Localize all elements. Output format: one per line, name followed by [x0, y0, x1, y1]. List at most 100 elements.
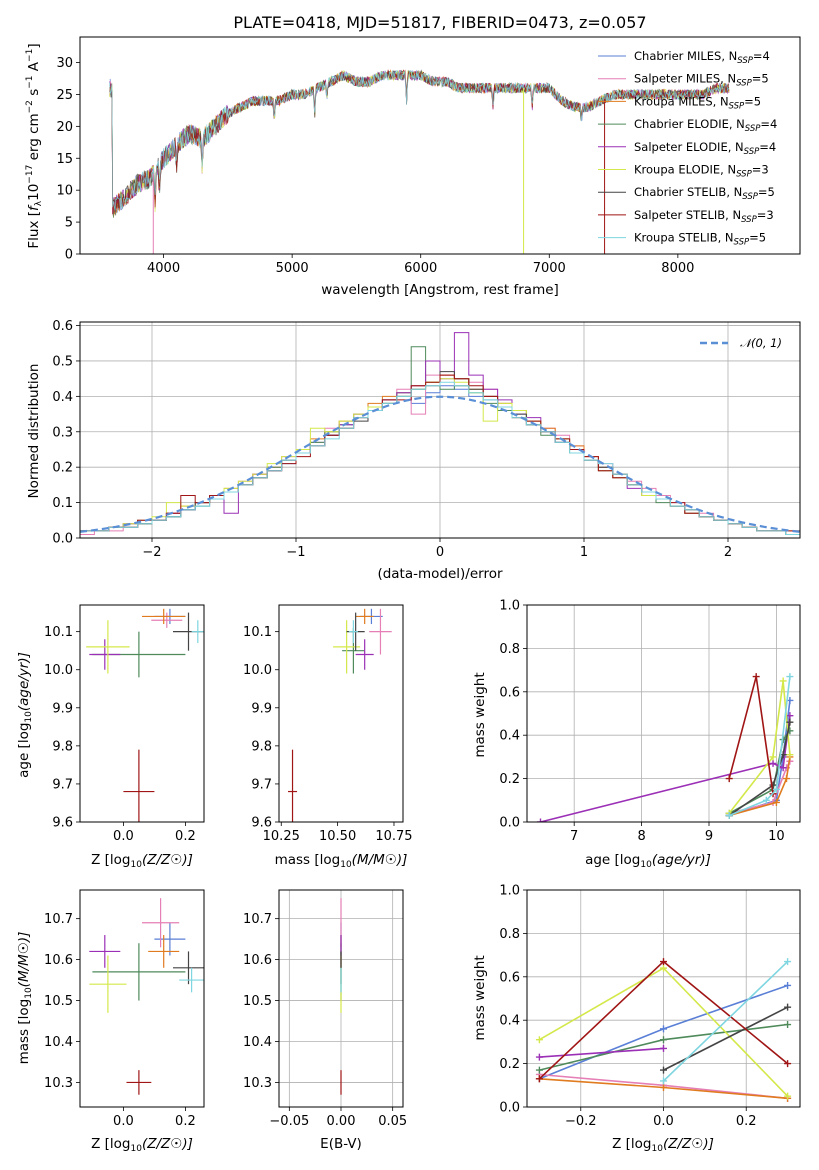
p2-y-tick-label: 0.5 [52, 354, 73, 369]
p5-series-point [783, 775, 791, 783]
p5-y-tick-label: 0.0 [499, 816, 520, 831]
spectrum-legend-label: Chabrier ELODIE, NSSP=4 [634, 117, 777, 134]
p5-series-point [769, 759, 777, 767]
p1-y-tick-label: 0 [65, 248, 73, 263]
p5-y-tick-label: 0.4 [499, 729, 520, 744]
p8-series-point [660, 1025, 667, 1033]
p5-series-point [772, 798, 780, 806]
p2-x-tick-label: 0 [436, 545, 444, 560]
p5-x-tick-label: 8 [637, 829, 645, 844]
p8-series-point [784, 1003, 792, 1011]
mass-age-panel: 10.25 10.50 10.75 9.6 9.7 9.8 9.9 10.0 10.1 mass… [243, 604, 413, 870]
p8-series-point [784, 1092, 792, 1100]
p6-y-tick-label: 10.4 [44, 1035, 73, 1050]
p7-x-tick-label: 0.00 [327, 1114, 356, 1129]
p8-series-point [660, 964, 667, 972]
p5-x-tick-label: 10 [768, 829, 785, 844]
p5-y-tick-label: 0.6 [499, 685, 520, 700]
p6-x-tick-label: 0.0 [113, 1114, 134, 1129]
spectrum-legend-label: Kroupa MILES, NSSP=5 [634, 94, 761, 111]
p4-errorbars [288, 608, 392, 822]
ebv-mass-panel: −0.05 0.00 0.05 10.3 10.4 10.5 10.6 10.7 E(B-V) [243, 889, 407, 1152]
p4-x-tick-label: 10.25 [263, 829, 300, 844]
p4-x-tick-label: 10.75 [375, 829, 412, 844]
p5-series-point [779, 677, 787, 685]
p7-y-tick-label: 10.6 [243, 953, 272, 968]
age-weight-panel: 7 8 9 10 0.0 0.2 0.4 0.6 0.8 1.0 age [log10(age/y… [472, 599, 801, 870]
p5-series-point [779, 764, 787, 772]
p3-y-tick-label: 10.0 [44, 663, 73, 678]
p3-x-tick-label: 0.2 [175, 829, 196, 844]
p8-series-point [535, 1075, 543, 1083]
p5-series-point [769, 753, 777, 761]
p1-y-tick-label: 25 [56, 88, 73, 103]
z-age-x-label: Z [log10(Z/Z☉)] [91, 852, 193, 870]
spectrum-legend-label: Chabrier MILES, NSSP=4 [634, 49, 770, 66]
p2-x-tick-label: −1 [286, 545, 305, 560]
residual-panel: −2 −1 0 1 2 0.0 0.1 0.2 0.3 0.4 0.5 0.6 𝒩(0, 1) (da… [26, 319, 801, 582]
z-mass-x-label: Z [log10(Z/Z☉)] [91, 1136, 193, 1154]
residual-legend: 𝒩(0, 1) [700, 336, 782, 350]
p1-x-tick-label: 4000 [147, 261, 180, 276]
p8-y-tick-label: 0.0 [499, 1101, 520, 1116]
p8-series-line [539, 1047, 664, 1058]
p4-x-tick-label: 10.50 [319, 829, 356, 844]
histogram-series-step [80, 374, 800, 538]
histogram-steps [80, 332, 800, 538]
p8-series-point [535, 1053, 543, 1061]
p2-y-tick-label: 0.0 [52, 532, 73, 547]
p3-y-tick-label: 10.1 [44, 625, 73, 640]
p6-y-tick-label: 10.5 [44, 994, 73, 1009]
spectrum-legend-label: Kroupa ELODIE, NSSP=3 [634, 163, 769, 180]
p1-x-tick-label: 7000 [533, 261, 566, 276]
p4-y-tick-label: 9.9 [251, 701, 272, 716]
residual-x-label: (data-model)/error [377, 566, 503, 582]
p5-series-line [728, 676, 791, 817]
p8-y-tick-label: 0.2 [499, 1057, 520, 1072]
p1-y-tick-label: 5 [65, 216, 73, 231]
spectrum-y-label: Flux [fλ10−17 erg cm−2 s−1 A−1] [25, 43, 44, 248]
z-mass-y-label: mass [log10(M/M☉)] [16, 932, 34, 1065]
p7-x-tick-label: 0.05 [378, 1114, 407, 1129]
p5-series-point [786, 712, 794, 720]
p5-series-point [725, 775, 733, 783]
p8-x-tick-label: 0.2 [736, 1114, 757, 1129]
p1-y-tick-label: 10 [56, 184, 73, 199]
p8-series-line [663, 1006, 788, 1071]
p2-y-tick-label: 0.3 [52, 425, 73, 440]
p8-series-point [660, 1066, 667, 1074]
spectrum-x-label: wavelength [Angstrom, rest frame] [321, 282, 559, 298]
histogram-series-step [80, 381, 800, 538]
p1-frame [79, 36, 801, 255]
p5-x-tick-label: 7 [570, 829, 578, 844]
p5-series-line [728, 680, 791, 814]
p8-lines [535, 958, 792, 1102]
spectrum-series-line [109, 69, 730, 215]
p7-y-tick-label: 10.4 [243, 1035, 272, 1050]
spectrum-legend-label: Salpeter STELIB, NSSP=3 [634, 208, 774, 225]
p6-y-tick-label: 10.6 [44, 953, 73, 968]
mass-age-x-label: mass [log10(M/M☉)] [275, 852, 408, 870]
p7-x-tick-label: −0.05 [269, 1114, 309, 1129]
p5-series-point [786, 718, 794, 726]
p8-series-line [662, 961, 789, 1082]
p8-series-point [660, 1077, 667, 1085]
p5-lines [536, 673, 794, 822]
p1-x-tick-label: 5000 [276, 261, 309, 276]
p4-y-tick-label: 10.1 [243, 625, 272, 640]
p5-series-point [752, 673, 760, 681]
spectrum-legend: Chabrier MILES, NSSP=4 Salpeter MILES, NS… [598, 49, 777, 248]
p5-frame [526, 604, 801, 823]
p5-y-tick-label: 0.8 [499, 642, 520, 657]
p4-y-tick-label: 9.6 [251, 816, 272, 831]
p2-y-tick-label: 0.1 [52, 496, 73, 511]
spectrum-lines [109, 68, 730, 254]
spectrum-panel: PLATE=0418, MJD=51817, FIBERID=0473, z=0… [25, 13, 801, 298]
p8-y-tick-label: 1.0 [499, 884, 520, 899]
p8-series-point [660, 1044, 667, 1052]
spectrum-series-line [109, 70, 730, 211]
p8-x-tick-label: 0.0 [653, 1114, 674, 1129]
p6-errorbars [89, 898, 204, 1095]
p5-x-tick-label: 9 [705, 829, 713, 844]
